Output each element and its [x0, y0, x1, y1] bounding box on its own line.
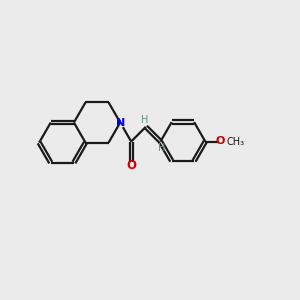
Text: H: H [141, 115, 148, 125]
Text: N: N [116, 118, 125, 128]
Text: O: O [215, 136, 225, 146]
Text: H: H [158, 143, 166, 153]
Text: O: O [126, 159, 136, 172]
Text: CH₃: CH₃ [226, 136, 244, 146]
